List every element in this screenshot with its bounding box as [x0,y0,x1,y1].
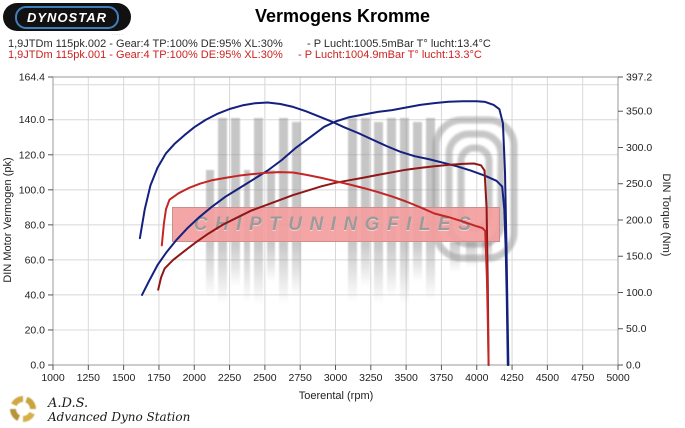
dynostar-logo-subtext: ..... [112,31,124,37]
x-tick-label: 2500 [253,372,277,384]
right-tick-label: 250.0 [626,178,652,190]
x-tick-label: 2250 [218,372,242,384]
x-axis-title: Toerental (rpm) [298,390,374,402]
left-axis-title: DIN Motor Vermogen (pk) [2,157,14,283]
right-tick-label: 397.2 [626,72,652,84]
x-tick-label: 3500 [394,372,418,384]
x-tick-label: 4750 [571,372,595,384]
right-tick-label: 0.0 [626,360,641,372]
x-tick-label: 1250 [77,372,101,384]
legend-run-002-conditions: - P Lucht:1005.5mBar T° lucht:13.4°C [307,38,491,50]
x-tick-label: 4500 [536,372,560,384]
curve-torque-002 [138,101,509,366]
x-tick-label: 2750 [289,372,313,384]
x-tick-label: 5000 [606,372,630,384]
page-title: Vermogens Kromme [254,6,431,26]
legend-run-002: 1,9JTDm 115pk.002 - Gear:4 TP:100% DE:95… [8,38,678,50]
x-tick-label: 1000 [41,372,65,384]
dynostar-logo-text: DYNOSTAR [15,5,119,29]
ads-logo-icon [10,396,36,422]
x-tick-label: 1500 [112,372,136,384]
dynostar-logo: DYNOSTAR [3,3,131,31]
footer-abbr: A.D.S. [48,396,89,411]
curve-power-002 [141,100,510,366]
x-tick-label: 3000 [324,372,348,384]
right-tick-label: 100.0 [626,287,652,299]
left-tick-label: 164.4 [19,72,45,84]
left-tick-label: 80.0 [25,219,46,231]
x-tick-label: 3750 [430,372,454,384]
footer-name: Advanced Dyno Station [48,410,191,424]
left-tick-label: 140.0 [19,114,45,126]
left-tick-label: 120.0 [19,149,45,161]
left-tick-label: 60.0 [25,254,46,266]
legend-run-001-conditions: - P Lucht:1004.9mBar T° lucht:13.3°C [298,49,482,61]
x-tick-label: 2000 [183,372,207,384]
legend-run-001: 1,9JTDm 115pk.001 - Gear:4 TP:100% DE:95… [8,49,678,61]
left-tick-label: 0.0 [30,360,45,372]
right-tick-label: 350.0 [626,106,652,118]
right-tick-label: 50.0 [626,323,647,335]
x-tick-label: 3250 [359,372,383,384]
right-axis-title: DIN Torque (Nm) [660,173,672,257]
legend-run-001-label: 1,9JTDm 115pk.001 - Gear:4 TP:100% DE:95… [8,49,283,61]
curve-torque-001 [160,171,490,366]
x-tick-label: 1750 [147,372,171,384]
right-tick-label: 300.0 [626,142,652,154]
right-tick-label: 200.0 [626,214,652,226]
left-tick-label: 40.0 [25,289,46,301]
curve-power-001 [157,162,490,366]
left-tick-label: 20.0 [25,324,46,336]
legend-run-002-label: 1,9JTDm 115pk.002 - Gear:4 TP:100% DE:95… [8,38,283,50]
left-tick-label: 100.0 [19,184,45,196]
right-tick-label: 150.0 [626,251,652,263]
x-tick-label: 4000 [465,372,489,384]
x-tick-label: 4250 [500,372,524,384]
